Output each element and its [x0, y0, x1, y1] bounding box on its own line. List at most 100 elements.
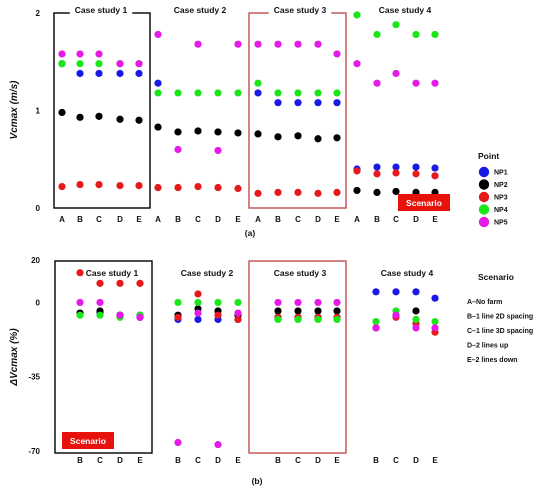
point-a-np5	[58, 50, 66, 58]
point-b-np1	[392, 288, 400, 296]
point-a-np3	[353, 167, 361, 175]
point-a-np4	[274, 89, 282, 97]
point-a-np5	[234, 40, 242, 48]
x-tick-label-b: E	[137, 456, 143, 465]
x-tick-label-b: B	[275, 456, 281, 465]
x-tick-label-a: D	[215, 215, 221, 224]
x-tick-label-b: C	[295, 456, 301, 465]
point-a-np2	[254, 130, 262, 138]
point-a-np4	[373, 30, 381, 39]
point-a-np5	[116, 60, 124, 68]
point-a-np1	[95, 69, 103, 78]
legend-marker-np3	[478, 191, 490, 203]
point-b-np4	[194, 298, 202, 307]
point-a-np1	[116, 69, 124, 78]
point-b-np2	[333, 307, 341, 315]
group-title-a: Case study 3	[274, 5, 327, 15]
point-b-np4	[96, 311, 104, 319]
point-a-np4	[95, 60, 103, 68]
y-axis-label-b: ΔVcmax (%)	[9, 328, 20, 387]
point-a-np4	[154, 89, 162, 97]
y-tick-label-a: 1	[36, 107, 41, 116]
scenario-box-a	[398, 194, 450, 211]
point-a-np3	[254, 189, 262, 197]
group-title-b: Case study 4	[381, 268, 434, 278]
x-tick-label-a: C	[295, 215, 301, 224]
point-b-np5	[136, 313, 144, 321]
point-a-np2	[95, 112, 103, 120]
point-a-np5	[412, 79, 420, 87]
y-tick-label-b: 0	[36, 298, 41, 307]
point-b-np4	[274, 315, 282, 324]
legend-label-np1: NP1	[494, 170, 508, 177]
legend-marker-np2	[478, 179, 490, 190]
x-tick-label-b: E	[235, 456, 241, 465]
point-b-np5	[392, 311, 400, 319]
point-a-np2	[135, 116, 143, 124]
point-b-np4	[294, 315, 302, 324]
x-tick-label-b: D	[215, 456, 221, 465]
point-a-np4	[314, 89, 322, 97]
point-b-np5	[314, 298, 322, 307]
point-b-np2	[314, 307, 322, 315]
point-b-np3	[174, 313, 182, 321]
x-tick-label-a: D	[413, 215, 419, 224]
point-b-np2	[274, 307, 282, 315]
x-tick-label-a: E	[235, 215, 241, 224]
point-b-np2	[294, 307, 302, 315]
point-a-np2	[194, 127, 202, 135]
legend-title-a: Point	[478, 151, 499, 161]
point-a-np2	[76, 113, 84, 121]
point-b-np1	[372, 288, 380, 296]
point-b-np3	[96, 279, 104, 287]
point-b-np5	[234, 309, 242, 317]
point-a-np2	[392, 187, 400, 196]
point-a-np3	[154, 183, 162, 192]
point-a-np3	[214, 183, 222, 192]
point-b-np1	[431, 294, 439, 302]
group-title-b: Case study 1	[86, 268, 139, 278]
point-a-np2	[214, 128, 222, 136]
x-tick-label-b: E	[432, 456, 438, 465]
point-a-np3	[135, 181, 143, 190]
scenario-box-label-b: Scenario	[70, 436, 106, 446]
legend-label-np5: NP5	[494, 220, 508, 227]
point-a-np5	[274, 40, 282, 48]
case-study-1-frame-b	[54, 260, 153, 454]
point-a-np1	[76, 69, 84, 78]
x-tick-label-a: E	[136, 215, 142, 224]
x-tick-label-b: C	[393, 456, 399, 465]
group-title-a: Case study 1	[75, 5, 128, 15]
point-a-np4	[412, 30, 420, 39]
scenario-legend-item: B–1 line 2D spacing	[467, 314, 533, 321]
point-a-np4	[254, 79, 262, 87]
x-tick-label-a: A	[59, 215, 65, 224]
legend-label-np4: NP4	[494, 207, 508, 214]
point-b-np5	[412, 324, 420, 332]
point-a-np5	[254, 40, 262, 48]
point-a-np4	[194, 89, 202, 97]
x-tick-label-a: A	[354, 215, 360, 224]
point-a-np3	[314, 189, 322, 197]
point-b-np5	[116, 311, 124, 319]
point-b-np4	[431, 317, 439, 326]
point-a-np4	[431, 30, 439, 39]
point-b-np5	[96, 298, 104, 307]
x-tick-label-b: D	[413, 456, 419, 465]
point-a-np2	[58, 108, 66, 117]
x-tick-label-a: B	[374, 215, 380, 224]
point-a-np4	[333, 89, 341, 97]
point-a-np3	[234, 184, 242, 193]
point-a-np5	[373, 79, 381, 87]
point-a-np4	[353, 11, 361, 19]
x-tick-label-a: E	[334, 215, 340, 224]
point-a-np4	[392, 21, 400, 29]
x-tick-label-a: C	[195, 215, 201, 224]
legend-title-b: Scenario	[478, 272, 514, 282]
point-b-np5	[294, 298, 302, 307]
point-a-np5	[431, 79, 439, 87]
point-b-np5	[274, 298, 282, 307]
point-a-np4	[76, 60, 84, 68]
case-study-3-frame-b	[248, 260, 347, 454]
